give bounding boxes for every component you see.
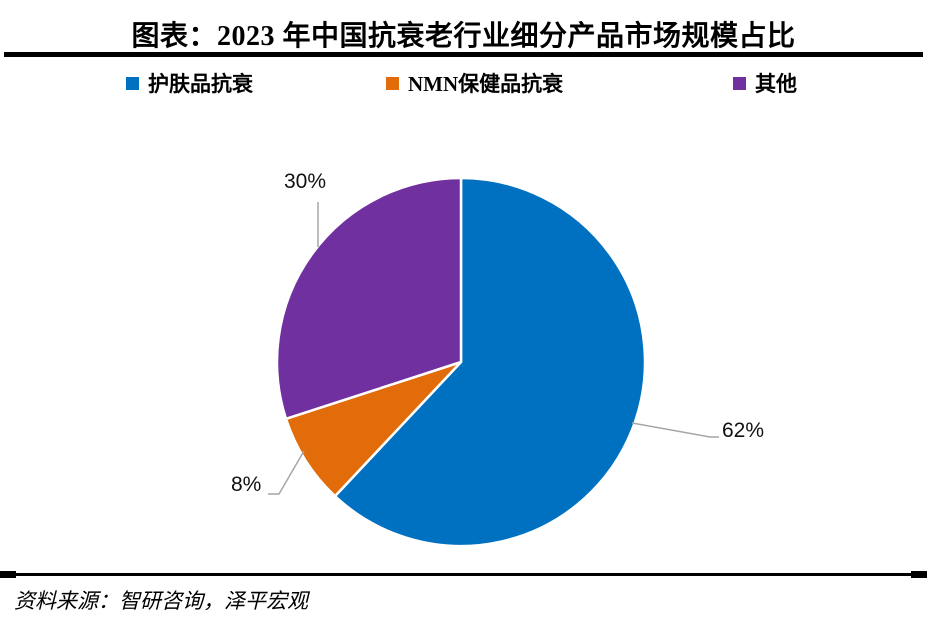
legend-item-skincare: 护肤品抗衰 xyxy=(126,72,253,96)
pie-slice-2 xyxy=(275,176,463,421)
footer-divider-rule xyxy=(0,573,927,576)
title-divider-rule xyxy=(4,52,923,57)
data-label-8pct: 8% xyxy=(231,473,262,496)
leader-lines xyxy=(268,202,719,495)
data-label-30pct: 30% xyxy=(284,170,327,193)
pie-slice-0 xyxy=(333,176,647,548)
chart-title: 图表：2023 年中国抗衰老行业细分产品市场规模占比 xyxy=(131,21,796,52)
pie-slices xyxy=(275,176,647,548)
footer-rule-left-cap xyxy=(0,571,16,578)
legend-label: 护肤品抗衰 xyxy=(148,72,253,96)
footer-rule-right-cap xyxy=(911,571,927,578)
legend-label: 其他 xyxy=(755,72,797,96)
legend-item-nmn: NMN保健品抗衰 xyxy=(386,72,563,96)
legend-item-other: 其他 xyxy=(733,72,797,96)
pie-slice-1 xyxy=(284,360,463,498)
legend-swatch-orange-icon xyxy=(386,76,399,90)
legend-swatch-blue-icon xyxy=(126,76,139,90)
legend-label: NMN保健品抗衰 xyxy=(408,72,564,96)
leader-line-8pct xyxy=(268,450,305,495)
data-label-62pct: 62% xyxy=(722,419,765,442)
source-note: 资料来源：智研咨询，泽平宏观 xyxy=(14,589,308,613)
leader-line-62pct xyxy=(631,422,719,438)
legend-swatch-purple-icon xyxy=(733,76,746,90)
